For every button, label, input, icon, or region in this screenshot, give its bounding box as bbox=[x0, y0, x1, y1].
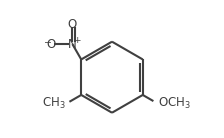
Text: CH$_3$: CH$_3$ bbox=[42, 96, 66, 111]
Text: $-$: $-$ bbox=[43, 37, 52, 46]
Text: N: N bbox=[68, 38, 77, 51]
Text: O: O bbox=[68, 18, 77, 31]
Text: +: + bbox=[73, 36, 81, 45]
Text: OCH$_3$: OCH$_3$ bbox=[158, 96, 191, 111]
Text: O: O bbox=[47, 38, 56, 51]
